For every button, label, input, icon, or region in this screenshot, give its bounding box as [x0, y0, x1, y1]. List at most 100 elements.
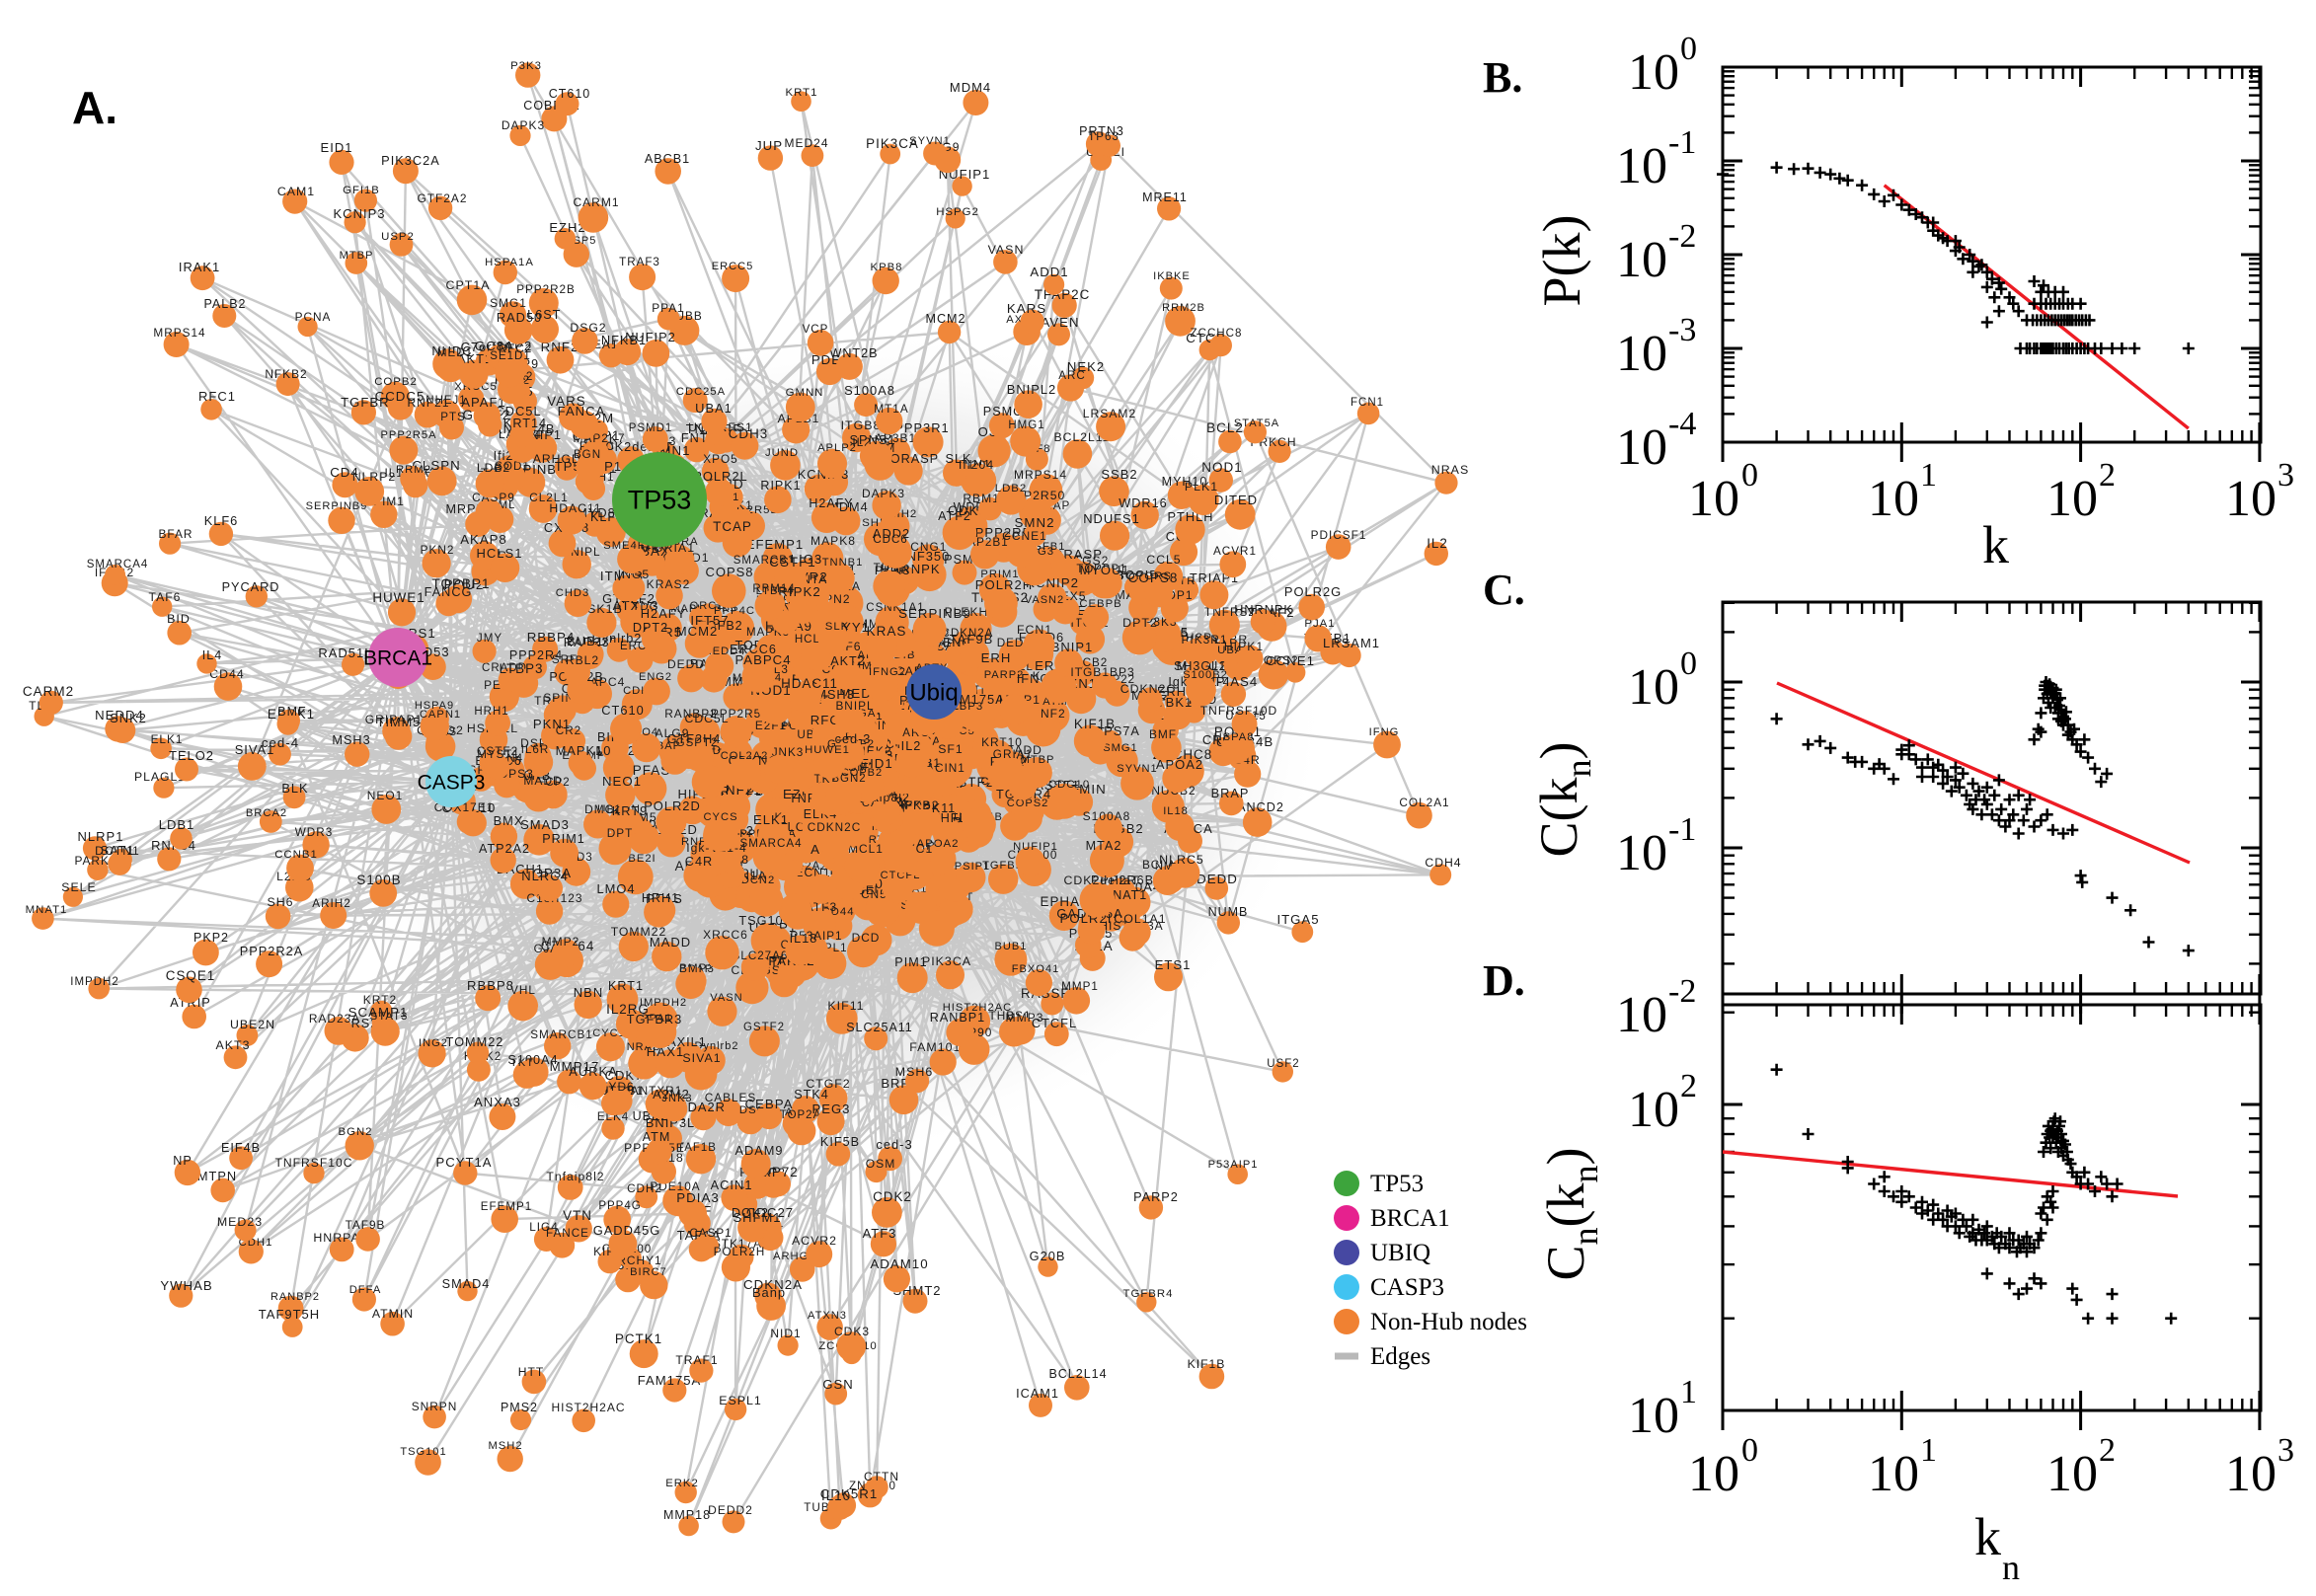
svg-text:TGFBR4: TGFBR4 [1123, 1288, 1174, 1300]
svg-text:ICAM1: ICAM1 [1016, 1387, 1059, 1401]
svg-text:CTCFL: CTCFL [1032, 1016, 1077, 1030]
svg-text:GORASP: GORASP [880, 452, 939, 466]
svg-text:10: 10 [1688, 1446, 1739, 1502]
svg-text:PFAS: PFAS [633, 763, 671, 778]
svg-text:PIK3CA: PIK3CA [922, 954, 971, 968]
svg-text:Banp: Banp [752, 1285, 786, 1300]
svg-text:SIVA1: SIVA1 [235, 742, 275, 757]
svg-text:PRTN3: PRTN3 [1079, 124, 1124, 138]
svg-text:PPA1: PPA1 [652, 301, 685, 315]
svg-text:SH3GL2: SH3GL2 [1174, 659, 1227, 673]
svg-text:MADD: MADD [650, 935, 691, 950]
svg-text:MMP1: MMP1 [1061, 980, 1099, 993]
svg-text:PKP2: PKP2 [193, 931, 229, 945]
svg-text:MED23: MED23 [217, 1215, 263, 1229]
svg-text:SMARCA4: SMARCA4 [87, 559, 149, 570]
svg-text:HRH1: HRH1 [474, 706, 508, 718]
svg-text:AVEN: AVEN [1042, 315, 1080, 330]
svg-text:RBL2: RBL2 [566, 653, 599, 667]
svg-text:SSB2: SSB2 [1101, 467, 1137, 482]
svg-text:10: 10 [1616, 419, 1667, 476]
svg-text:VASN: VASN [710, 992, 742, 1004]
svg-text:HCLS1: HCLS1 [477, 546, 523, 561]
svg-text:10: 10 [1616, 138, 1667, 194]
svg-text:ATXN3: ATXN3 [808, 1310, 847, 1322]
svg-text:CASP3: CASP3 [418, 771, 486, 794]
svg-text:BAX: BAX [641, 544, 670, 559]
svg-text:TSG101: TSG101 [400, 1446, 446, 1458]
svg-text:EIF4B: EIF4B [221, 1141, 261, 1155]
svg-text:TAF6: TAF6 [149, 590, 182, 604]
svg-text:WDR16: WDR16 [1119, 496, 1167, 510]
svg-text:ADAM10: ADAM10 [870, 1256, 928, 1271]
svg-text:BIRC7: BIRC7 [630, 1266, 667, 1278]
svg-text:MTA2: MTA2 [1086, 839, 1122, 853]
svg-text:MED24: MED24 [784, 136, 828, 150]
svg-text:UBE2N: UBE2N [230, 1018, 275, 1031]
svg-text:SYVN1: SYVN1 [1117, 763, 1157, 775]
svg-text:CDK8: CDK8 [948, 503, 987, 518]
svg-text:MRE11: MRE11 [1142, 190, 1188, 204]
svg-text:LRSAM1: LRSAM1 [1323, 636, 1380, 650]
svg-text:KPB8: KPB8 [871, 262, 903, 273]
svg-text:STAT5A: STAT5A [1234, 418, 1279, 429]
svg-text:SYVN1: SYVN1 [909, 135, 951, 147]
svg-text:IL6R: IL6R [521, 743, 550, 756]
svg-text:MTPN: MTPN [197, 1169, 237, 1183]
svg-text:Tnfaip8l2: Tnfaip8l2 [546, 1170, 604, 1183]
svg-text:IL10: IL10 [821, 1488, 851, 1503]
svg-text:RFC1: RFC1 [198, 389, 236, 404]
svg-text:ACVR1: ACVR1 [1213, 545, 1257, 558]
svg-text:DFFA: DFFA [349, 1284, 382, 1296]
svg-text:FANCE: FANCE [546, 1227, 589, 1240]
svg-text:GMNN: GMNN [786, 387, 824, 399]
svg-text:FANCA: FANCA [558, 404, 606, 418]
svg-text:ELK1: ELK1 [753, 812, 789, 827]
svg-text:10: 10 [1868, 1446, 1919, 1502]
svg-text:SELE: SELE [61, 880, 96, 894]
svg-text:MSH3: MSH3 [332, 733, 370, 747]
svg-text:IL2: IL2 [1427, 536, 1448, 551]
svg-text:POLR2G: POLR2G [1284, 584, 1342, 599]
svg-text:CSQE1: CSQE1 [166, 968, 215, 983]
svg-text:MYD88: MYD88 [577, 505, 624, 520]
svg-text:PCYT1A: PCYT1A [436, 1155, 493, 1170]
svg-text:Ifi204: Ifi204 [959, 458, 994, 472]
svg-text:GRIPAP1: GRIPAP1 [365, 713, 424, 726]
svg-text:MCM2: MCM2 [925, 312, 965, 326]
svg-text:DAPK3: DAPK3 [502, 118, 545, 132]
svg-text:KRAS: KRAS [867, 624, 907, 639]
svg-text:IRAK1: IRAK1 [179, 260, 220, 274]
svg-text:DPT: DPT [607, 826, 634, 840]
svg-text:TP53: TP53 [628, 485, 692, 514]
svg-text:XRCC6: XRCC6 [703, 928, 748, 942]
svg-text:ING2: ING2 [419, 1037, 448, 1049]
svg-text:APAF1: APAF1 [461, 395, 505, 410]
svg-text:MMP2: MMP2 [542, 935, 580, 949]
svg-text:BCL2L11: BCL2L11 [1054, 430, 1111, 444]
svg-text:EFEMP1: EFEMP1 [481, 1200, 532, 1213]
svg-text:AXIL1: AXIL1 [667, 1035, 707, 1049]
svg-text:FBXO41: FBXO41 [1012, 963, 1060, 975]
svg-text:CDH3: CDH3 [729, 426, 768, 441]
svg-text:TRAF1: TRAF1 [675, 1353, 718, 1367]
svg-text:LDB2: LDB2 [477, 461, 510, 475]
svg-text:EID1: EID1 [321, 140, 353, 155]
svg-text:1: 1 [1680, 1374, 1697, 1410]
svg-text:KRT10: KRT10 [981, 735, 1023, 749]
svg-text:PRIM1: PRIM1 [542, 832, 585, 846]
svg-text:GADD45G: GADD45G [593, 1223, 661, 1238]
svg-text:10: 10 [1628, 1388, 1679, 1444]
svg-text:RANBP2: RANBP2 [270, 1291, 320, 1303]
svg-text:S100A8: S100A8 [1083, 809, 1131, 823]
svg-text:0: 0 [1741, 1432, 1758, 1469]
svg-text:LMO4: LMO4 [596, 881, 635, 896]
svg-text:TELO2: TELO2 [169, 748, 214, 763]
svg-text:DEDD: DEDD [1197, 872, 1238, 886]
svg-text:PYCARD: PYCARD [222, 580, 280, 594]
svg-text:HTT: HTT [518, 1365, 545, 1379]
svg-text:CDC10: CDC10 [1048, 779, 1090, 791]
svg-text:TOPBP1: TOPBP1 [431, 576, 490, 591]
svg-text:VTN: VTN [563, 1208, 592, 1223]
svg-text:ATMIN: ATMIN [372, 1307, 414, 1321]
